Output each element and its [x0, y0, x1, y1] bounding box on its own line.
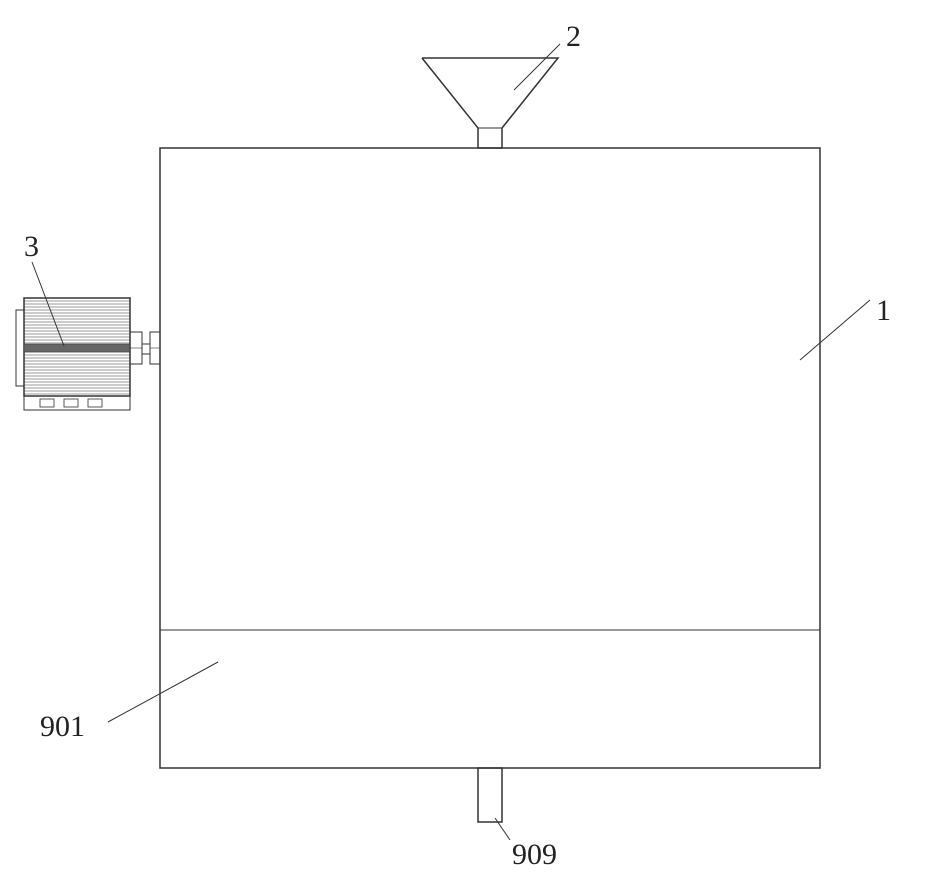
- label_1-leader: [800, 300, 870, 360]
- callouts.label_909.text: 909: [512, 838, 557, 871]
- motor-bracket-slot: [40, 399, 54, 407]
- motor-bracket-slot: [88, 399, 102, 407]
- motor-bracket-slot: [64, 399, 78, 407]
- outlet-pipe: [478, 768, 502, 822]
- motor-end-cap: [16, 310, 24, 386]
- diagram-canvas: 1 2 3 901 909: [0, 0, 926, 878]
- motor-coupler-2: [142, 344, 150, 354]
- motor-center-band: [24, 344, 130, 352]
- main-housing: [160, 148, 820, 768]
- callouts.label_2.text: 2: [566, 20, 581, 53]
- callouts.label_901.text: 901: [40, 710, 85, 743]
- callouts.label_3.text: 3: [24, 230, 39, 263]
- callouts.label_1.text: 1: [876, 294, 891, 327]
- label_901-leader: [108, 662, 218, 722]
- hopper: [422, 58, 558, 148]
